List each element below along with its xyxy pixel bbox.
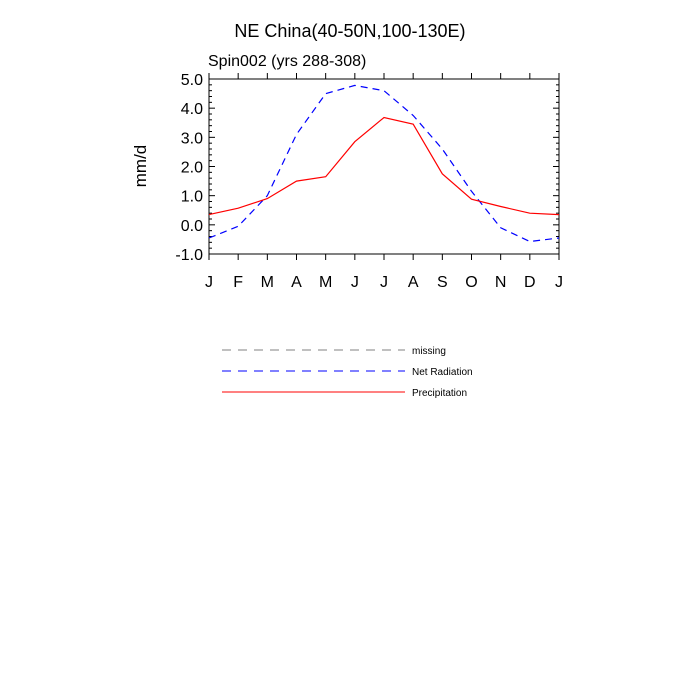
- series-line-net-radiation: [208, 84, 560, 243]
- x-tick-label: N: [495, 274, 507, 291]
- series-lines: [208, 84, 560, 243]
- x-tick-label: F: [233, 274, 243, 291]
- y-tick-label: 4.0: [181, 101, 203, 118]
- chart-subtitle: Spin002 (yrs 288-308): [208, 53, 366, 70]
- legend-label: missing: [412, 346, 446, 357]
- x-tick-label: J: [205, 274, 213, 291]
- x-tick-label: D: [524, 274, 536, 291]
- x-tick-label: A: [408, 274, 419, 291]
- legend-label: Precipitation: [412, 388, 467, 399]
- y-tick-label: 3.0: [181, 130, 203, 147]
- x-tick-label: M: [319, 274, 332, 291]
- legend: missing Net Radiation Precipitation: [222, 346, 473, 399]
- y-tick-label: 1.0: [181, 189, 203, 206]
- x-tick-label: J: [380, 274, 388, 291]
- y-tick-label: 0.0: [181, 218, 203, 235]
- plot-frame: [208, 78, 560, 255]
- y-axis-label: mm/d: [131, 145, 150, 188]
- series-line-precipitation: [208, 116, 560, 216]
- axes: 5.04.03.02.01.00.0-1.0J F M A M J J A S O N D J: [175, 72, 563, 291]
- x-tick-label: J: [555, 274, 563, 291]
- chart-title: NE China(40-50N,100-130E): [234, 21, 465, 41]
- x-tick-label: M: [261, 274, 274, 291]
- y-tick-label: -1.0: [175, 247, 203, 264]
- x-tick-label: O: [465, 274, 477, 291]
- y-tick-label: 5.0: [181, 72, 203, 89]
- x-tick-label: A: [291, 274, 302, 291]
- y-tick-label: 2.0: [181, 160, 203, 177]
- x-tick-label: S: [437, 274, 448, 291]
- x-tick-label: J: [351, 274, 359, 291]
- legend-label: Net Radiation: [412, 367, 473, 378]
